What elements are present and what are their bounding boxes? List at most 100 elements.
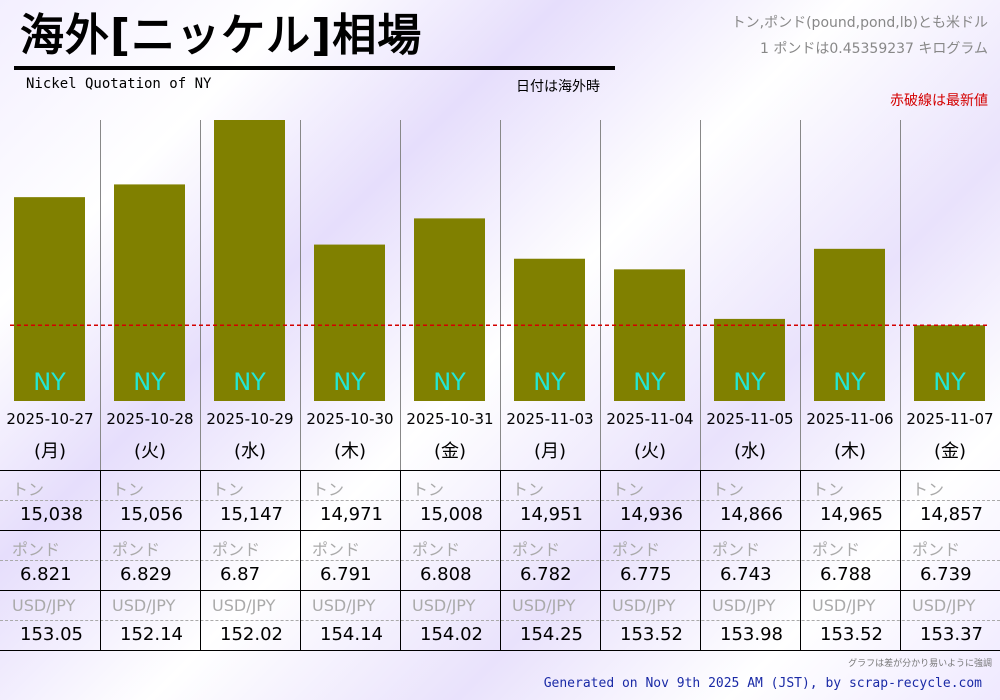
row-unit-label: トン [112, 480, 145, 499]
table-value: 6.791 [320, 564, 372, 585]
bar-label: NY [833, 368, 866, 396]
x-tick-label: 2025-11-03 [506, 410, 593, 428]
row-unit-label: USD/JPY [712, 596, 776, 615]
row-unit-label: ポンド [412, 540, 461, 559]
row-unit-label: ポンド [212, 540, 261, 559]
table-value: 15,056 [120, 504, 183, 525]
row-unit-label: USD/JPY [812, 596, 876, 615]
x-tick-label: 2025-10-31 [406, 410, 493, 428]
row-unit-label: トン [612, 480, 645, 499]
row-unit-label: トン [212, 480, 245, 499]
table-column-divider [200, 471, 201, 651]
bar-label: NY [933, 368, 966, 396]
weekday-label: (月) [534, 441, 566, 462]
row-unit-label: ポンド [112, 540, 161, 559]
x-tick-label: 2025-11-05 [706, 410, 793, 428]
bar-label: NY [133, 368, 166, 396]
table-value: 6.743 [720, 564, 772, 585]
table-value: 153.37 [920, 624, 983, 645]
bar-label: NY [633, 368, 666, 396]
table-value: 152.02 [220, 624, 283, 645]
row-unit-label: ポンド [912, 540, 961, 559]
row-unit-label: ポンド [312, 540, 361, 559]
row-unit-label: USD/JPY [112, 596, 176, 615]
row-unit-label: ポンド [612, 540, 661, 559]
row-unit-label: トン [812, 480, 845, 499]
row-unit-label: ポンド [512, 540, 561, 559]
bar-label: NY [233, 368, 266, 396]
weekday-label: (木) [334, 441, 366, 462]
table-value: 15,147 [220, 504, 283, 525]
bar [514, 258, 585, 401]
bar [314, 244, 385, 401]
bar-label: NY [333, 368, 366, 396]
row-unit-label: USD/JPY [512, 596, 576, 615]
row-unit-label: トン [312, 480, 345, 499]
x-tick-label: 2025-10-29 [206, 410, 293, 428]
bar-label: NY [533, 368, 566, 396]
table-column-divider [100, 471, 101, 651]
table-value: 154.14 [320, 624, 383, 645]
x-tick-label: 2025-11-06 [806, 410, 893, 428]
bar [414, 218, 485, 401]
unit-note-line-2: 1 ポンドは0.45359237 キログラム [759, 41, 988, 57]
table-value: 6.739 [920, 564, 972, 585]
weekday-label: (金) [934, 441, 966, 462]
table-column-divider [800, 471, 801, 651]
table-value: 14,866 [720, 504, 783, 525]
bar [714, 318, 785, 401]
x-tick-label: 2025-10-30 [306, 410, 393, 428]
x-tick-label: 2025-10-28 [106, 410, 193, 428]
row-unit-label: トン [912, 480, 945, 499]
x-tick-label: 2025-11-04 [606, 410, 693, 428]
table-value: 14,936 [620, 504, 683, 525]
weekday-label: (火) [134, 441, 166, 462]
table-column-divider [600, 471, 601, 651]
row-unit-label: USD/JPY [412, 596, 476, 615]
latest-line-note: 赤破線は最新値 [890, 93, 988, 109]
row-unit-label: ポンド [812, 540, 861, 559]
table-value: 6.829 [120, 564, 172, 585]
generated-credit: Generated on Nov 9th 2025 AM (JST), by s… [543, 676, 982, 691]
row-unit-label: USD/JPY [312, 596, 376, 615]
row-unit-label: USD/JPY [612, 596, 676, 615]
table-value: 154.25 [520, 624, 583, 645]
bar-label: NY [733, 368, 766, 396]
bar [614, 269, 685, 401]
chart-subtitle: Nickel Quotation of NY [26, 76, 212, 92]
bar [14, 197, 85, 401]
row-unit-label: トン [712, 480, 745, 499]
table-column-divider [500, 471, 501, 651]
weekday-label: (木) [834, 441, 866, 462]
unit-note-line-1: トン,ポンド(pound,pond,lb)とも米ドル [731, 15, 988, 31]
table-column-divider [700, 471, 701, 651]
row-unit-label: ポンド [12, 540, 61, 559]
row-unit-label: ポンド [712, 540, 761, 559]
table-value: 153.52 [820, 624, 883, 645]
weekday-label: (月) [34, 441, 66, 462]
table-value: 154.02 [420, 624, 483, 645]
bar [114, 184, 185, 401]
row-unit-label: トン [12, 480, 45, 499]
weekday-label: (水) [734, 441, 766, 462]
unit-note: トン,ポンド(pound,pond,lb)とも米ドル 1 ポンドは0.45359… [732, 10, 988, 62]
table-value: 15,038 [20, 504, 83, 525]
bar-label: NY [33, 368, 66, 396]
table-value: 6.782 [520, 564, 572, 585]
table-value: 153.52 [620, 624, 683, 645]
table-value: 6.821 [20, 564, 72, 585]
table-column-divider [900, 471, 901, 651]
table-value: 15,008 [420, 504, 483, 525]
table-value: 6.788 [820, 564, 872, 585]
chart-footnote: グラフは差が分かり易いように強調 [848, 659, 992, 669]
title-underline [14, 66, 615, 70]
page-title: 海外[ニッケル]相場 [20, 10, 423, 61]
weekday-label: (火) [634, 441, 666, 462]
bar-label: NY [433, 368, 466, 396]
table-value: 153.98 [720, 624, 783, 645]
row-unit-label: トン [412, 480, 445, 499]
row-unit-label: トン [512, 480, 545, 499]
table-value: 14,951 [520, 504, 583, 525]
table-value: 14,971 [320, 504, 383, 525]
row-unit-label: USD/JPY [12, 596, 76, 615]
